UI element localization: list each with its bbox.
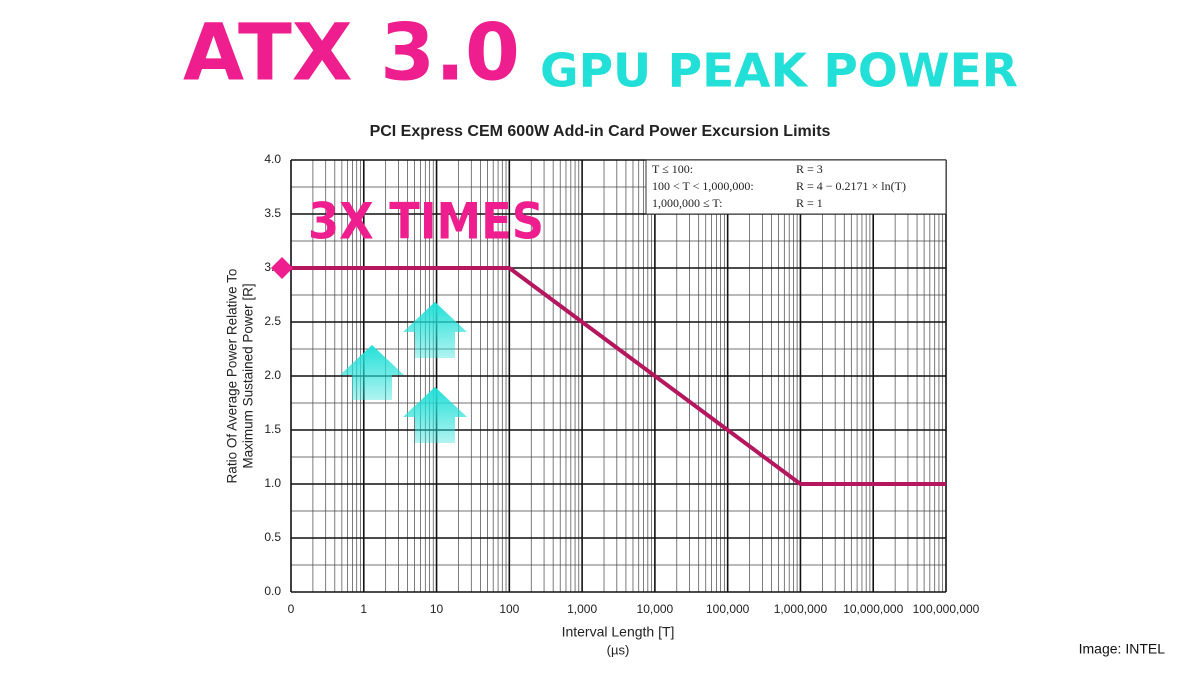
- y-tick-label: 1.5: [264, 422, 281, 436]
- formula-expression: R = 1: [796, 196, 823, 210]
- y-axis-label: Maximum Sustained Power [R]: [241, 283, 256, 468]
- y-tick-label: 2.0: [264, 368, 281, 382]
- x-tick-label: 100: [499, 602, 519, 616]
- arrow: [340, 345, 404, 400]
- formula-condition: 1,000,000 ≤ T:: [652, 196, 722, 210]
- formula-condition: T ≤ 100:: [652, 162, 693, 176]
- value-marker: [271, 257, 293, 279]
- x-tick-label: 10,000: [637, 602, 674, 616]
- formula-expression: R = 4 − 0.2171 × ln(T): [796, 179, 906, 193]
- heading-sub: GPU PEAK POWER: [540, 44, 1018, 98]
- formula-box: [645, 159, 947, 215]
- y-axis-label: Ratio Of Average Power Relative To: [225, 269, 240, 484]
- x-tick-label: 100,000,000: [913, 602, 980, 616]
- x-tick-label: 10,000,000: [843, 602, 903, 616]
- arrow: [403, 302, 467, 358]
- x-tick-label: 100,000: [706, 602, 750, 616]
- y-tick-label: 2.5: [264, 314, 281, 328]
- x-axis-label: Interval Length [T]: [562, 624, 675, 640]
- x-axis-unit: (µs): [607, 642, 630, 657]
- x-tick-label: 0: [288, 602, 295, 616]
- y-tick-label: 3.5: [264, 206, 281, 220]
- plot: 0 1 10 100 1,000 10,000 100,000 1,000,000 10,000…: [264, 152, 979, 616]
- formula-text: T ≤ 100: R = 3 100 < T < 1,000,000: R = 4 −…: [652, 162, 906, 210]
- annotation: 3X TIMES: [308, 193, 544, 251]
- credit: Image: INTEL: [1079, 641, 1166, 657]
- arrows: [340, 302, 467, 443]
- y-tick-label: 1.0: [264, 476, 281, 490]
- formula-condition: 100 < T < 1,000,000:: [652, 179, 754, 193]
- arrow: [403, 387, 467, 443]
- heading-main: ATX 3.0: [183, 8, 520, 98]
- formula-expression: R = 3: [796, 162, 823, 176]
- y-tick-label: 0.5: [264, 530, 281, 544]
- x-tick-label: 1,000: [567, 602, 597, 616]
- x-tick-label: 1: [360, 602, 367, 616]
- chart-title: PCI Express CEM 600W Add-in Card Power E…: [370, 123, 831, 140]
- y-tick-label: 4.0: [264, 152, 281, 166]
- series-line: [291, 266, 946, 486]
- y-tick-label: 0.0: [264, 584, 281, 598]
- x-tick-label: 1,000,000: [774, 602, 828, 616]
- x-tick-label: 10: [430, 602, 444, 616]
